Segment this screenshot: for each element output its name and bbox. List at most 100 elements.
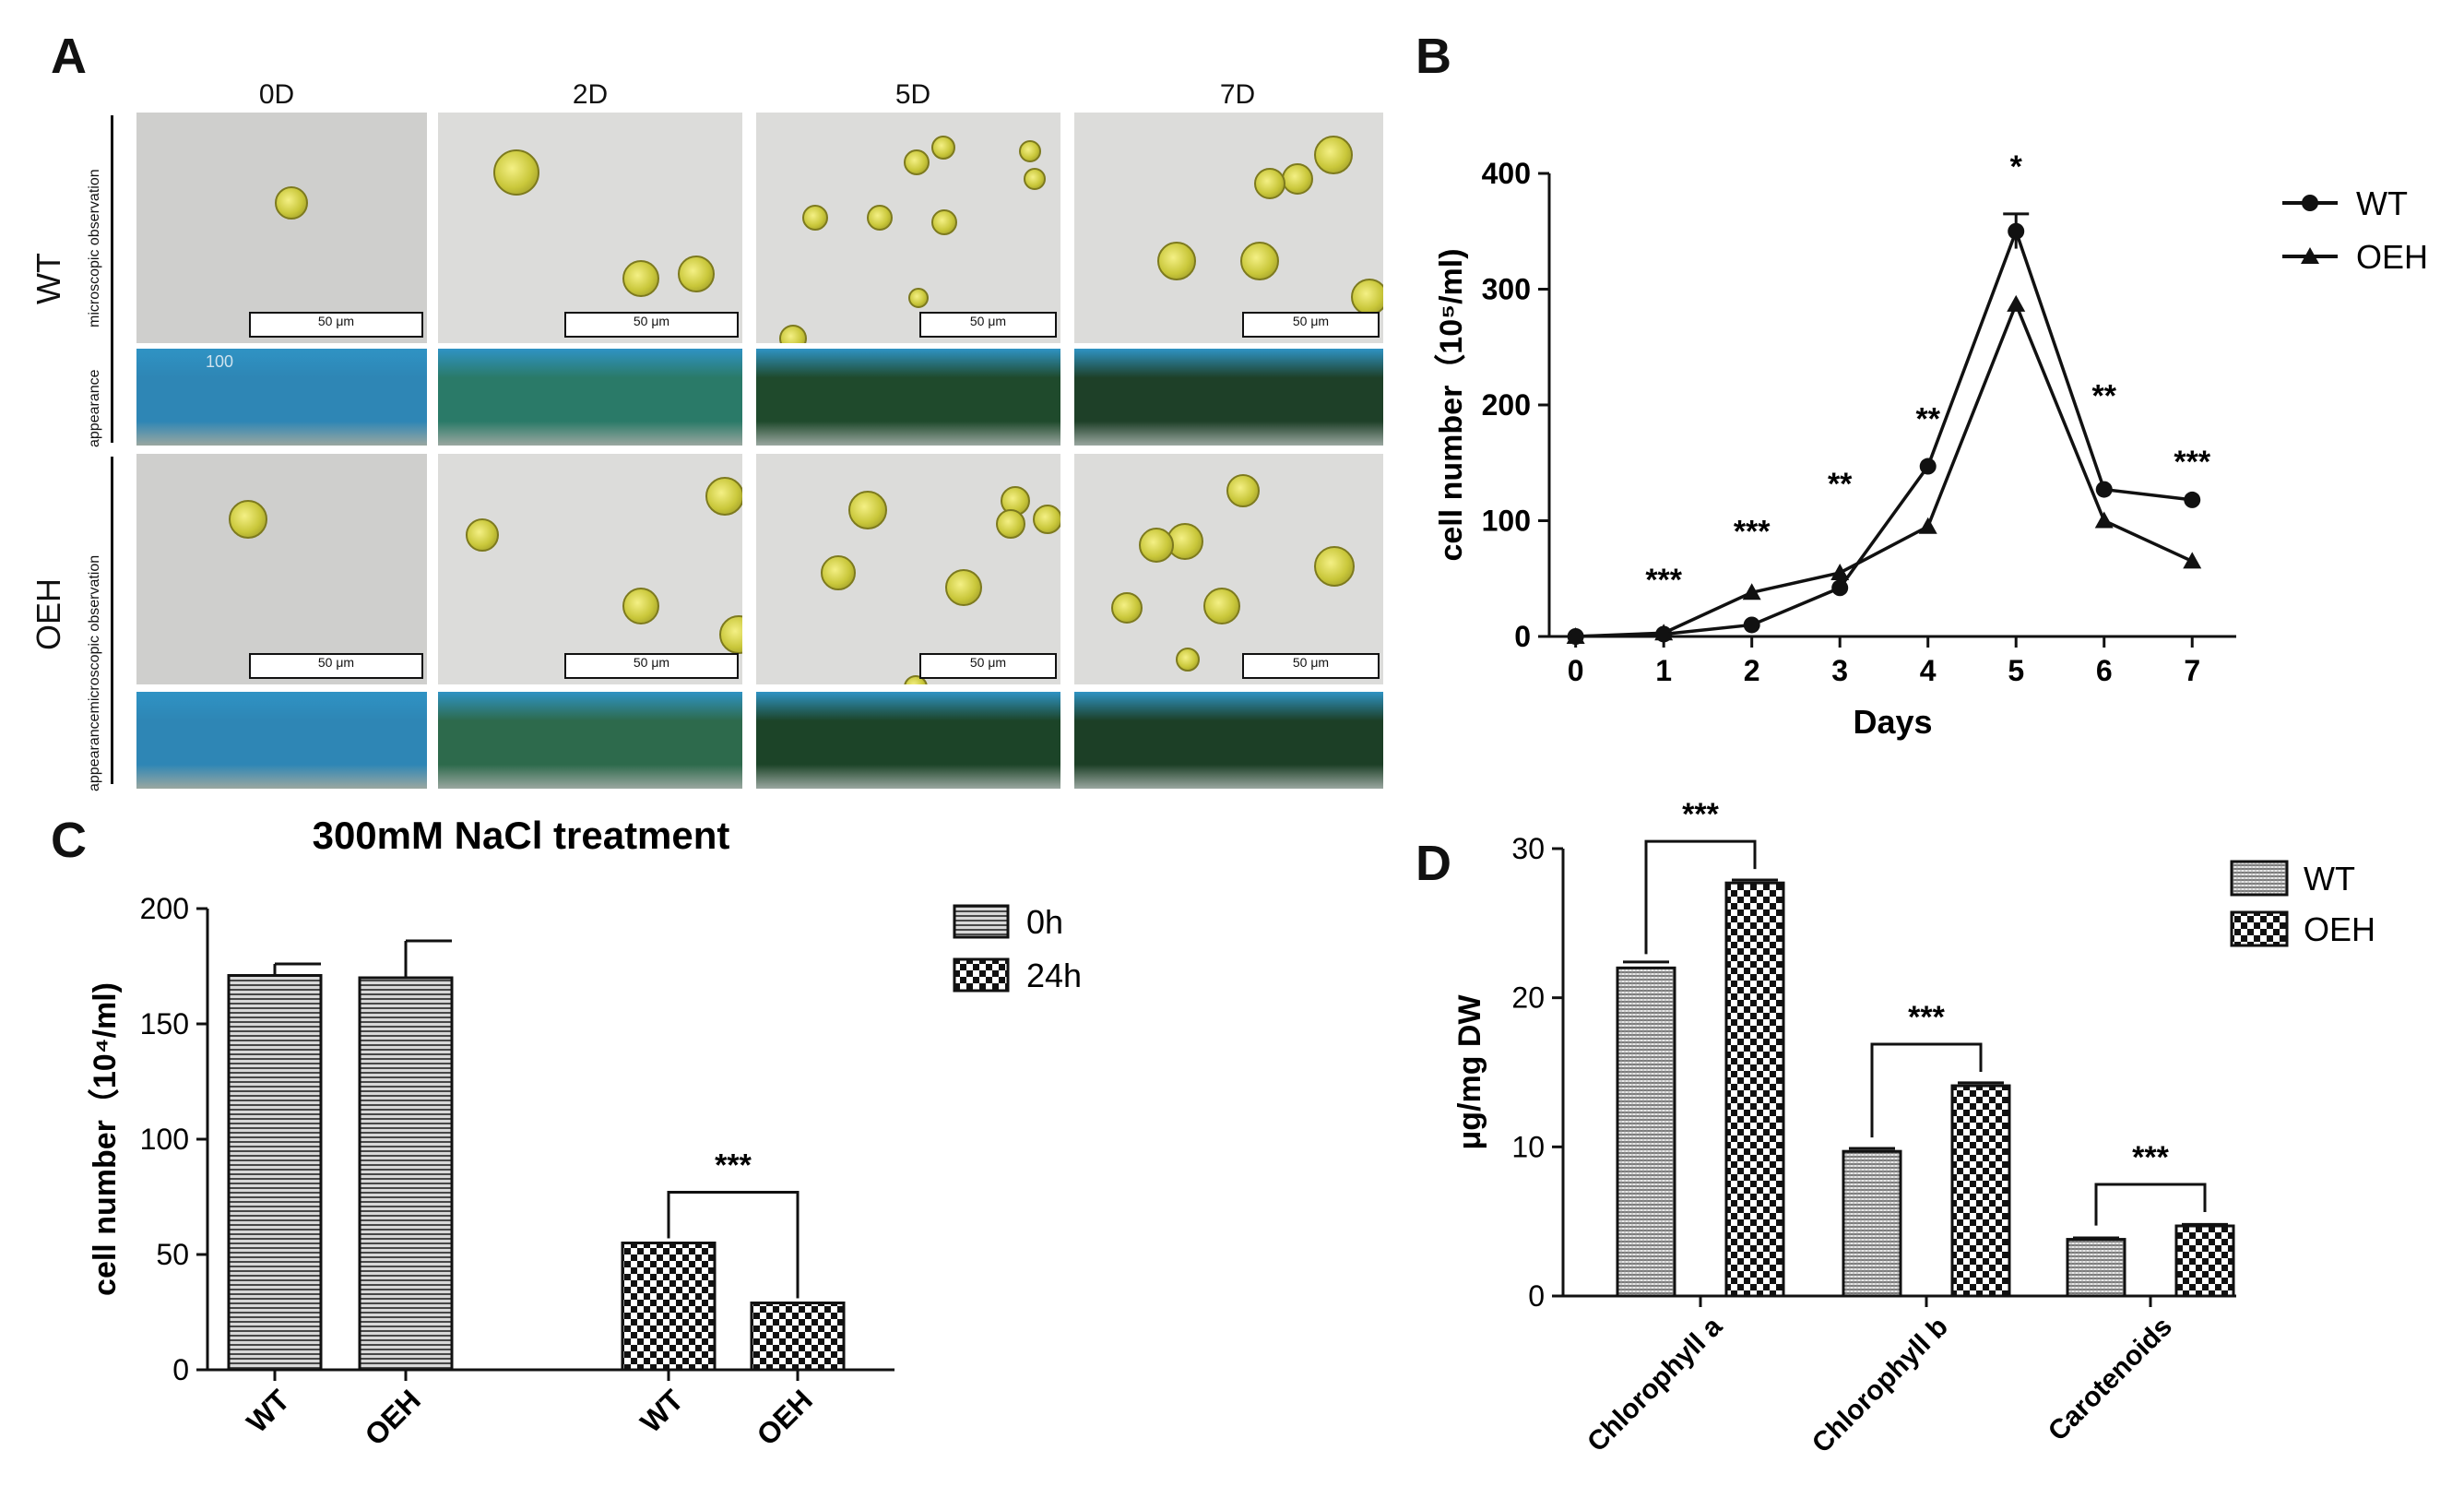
y-tick-label: 50 (156, 1238, 189, 1271)
significance-mark: *** (2174, 445, 2210, 480)
y-tick-label: 0 (1514, 620, 1531, 653)
algae-cell (908, 288, 929, 308)
x-tick-label: 0 (1568, 654, 1584, 687)
legend-label: 24h (1026, 957, 1082, 994)
x-tick-label: 4 (1920, 654, 1937, 687)
legend-label-wt: WT (2304, 860, 2355, 898)
culture-flask-oeh-5d (756, 692, 1060, 789)
algae-cell (493, 149, 539, 196)
significance-mark: *** (1645, 563, 1682, 598)
algae-cell (821, 555, 856, 590)
algae-cell (867, 205, 893, 231)
x-tick-label: WT (240, 1383, 296, 1439)
culture-flask-wt-7d (1074, 349, 1383, 446)
x-axis-label: Days (1853, 703, 1932, 741)
scale-bar: 50 μm (564, 653, 739, 679)
data-point-oeh (2007, 294, 2026, 312)
algae-cell (1139, 528, 1174, 563)
scale-bar: 50 μm (249, 312, 423, 338)
significance-mark: *** (1734, 514, 1771, 549)
legend-swatch (953, 957, 1010, 993)
y-tick-label: 200 (140, 892, 189, 925)
scale-bar: 50 μm (1242, 312, 1380, 338)
panel-label-a: A (51, 29, 87, 84)
legend-label-wt: WT (2356, 184, 2408, 222)
micrograph-wt-5d: 50 μm (756, 113, 1060, 343)
data-point-oeh (2183, 552, 2202, 569)
bar-wt (1616, 966, 1676, 1298)
micrograph-oeh-5d: 50 μm (756, 454, 1060, 684)
panel-label-b: B (1416, 29, 1451, 84)
algae-cell (1282, 163, 1313, 195)
x-tick-label: Carotenoids (2043, 1312, 2178, 1447)
algae-cell (779, 325, 807, 343)
algae-cell (1019, 140, 1041, 162)
significance-bracket (2094, 1183, 2207, 1226)
y-tick-label: 0 (1528, 1279, 1545, 1313)
scale-bar: 50 μm (564, 312, 739, 338)
y-tick-label: 100 (1482, 505, 1531, 538)
legend-swatch (2230, 910, 2289, 947)
scale-bar: 50 μm (919, 312, 1057, 338)
culture-flask-oeh-0d (136, 692, 427, 789)
algae-cell (931, 209, 957, 235)
algae-cell (678, 256, 715, 292)
data-point-oeh (1566, 627, 1585, 644)
algae-cell (1024, 168, 1046, 190)
algae-cell (275, 186, 308, 220)
algae-cell (996, 509, 1025, 539)
algae-cell (622, 588, 659, 624)
scale-bar: 50 μm (1242, 653, 1380, 679)
culture-flask-oeh-7d (1074, 692, 1383, 789)
column-label-7d: 7D (1219, 79, 1256, 110)
x-tick-label: Chlorophyll a (1581, 1311, 1728, 1457)
legend-swatch (2230, 860, 2289, 897)
bar-oeh (1724, 881, 1785, 1298)
algae-cell (848, 491, 887, 529)
legend-label-oeh: OEH (2356, 238, 2428, 276)
data-point-oeh (1830, 563, 1850, 580)
panel-label-c: C (51, 813, 87, 868)
x-tick-label: 6 (2096, 654, 2113, 687)
micrograph-wt-0d: 50 μm (136, 113, 427, 343)
data-point-oeh (2094, 511, 2114, 529)
algae-cell (1176, 648, 1200, 672)
data-point-wt (2184, 491, 2201, 508)
legend-swatch (953, 904, 1010, 939)
culture-flask-wt-0d: 100 (136, 349, 427, 446)
x-tick-label: 2 (1744, 654, 1760, 687)
panel-label-d: D (1416, 836, 1451, 891)
significance-mark: *** (1682, 797, 1719, 832)
bar (621, 1242, 717, 1372)
culture-flask-wt-5d (756, 349, 1060, 446)
data-point-oeh (1918, 517, 1937, 534)
algae-cell (705, 477, 742, 516)
bar-oeh (2174, 1224, 2235, 1298)
data-point-wt (1743, 616, 1760, 634)
y-tick-label: 0 (172, 1353, 189, 1386)
algae-cell (719, 615, 742, 654)
x-tick-label: 5 (2008, 654, 2024, 687)
x-tick-label: Chlorophyll b (1807, 1312, 1954, 1459)
y-tick-label: 100 (140, 1123, 189, 1156)
algae-cell (1033, 505, 1060, 534)
algae-cell (1226, 474, 1260, 507)
significance-mark: *** (1908, 1000, 1945, 1035)
scale-bar: 50 μm (919, 653, 1057, 679)
column-label-2d: 2D (572, 79, 609, 110)
algae-cell (904, 149, 930, 175)
y-axis-label: μg/mg DW (1452, 994, 1487, 1150)
legend-label-oeh: OEH (2304, 910, 2375, 948)
scale-bar: 50 μm (249, 653, 423, 679)
culture-flask-wt-2d (438, 349, 742, 446)
algae-cell (1254, 168, 1285, 199)
algae-cell (931, 136, 955, 160)
micrograph-oeh-7d: 50 μm (1074, 454, 1383, 684)
significance-mark: ** (1915, 402, 1940, 437)
y-axis-label: cell number（10⁴/ml) (87, 982, 123, 1296)
bar-wt (1842, 1149, 1902, 1298)
series-line-oeh (1575, 300, 2193, 638)
significance-bracket (1644, 839, 1757, 955)
row-divider-oeh (111, 457, 113, 784)
significance-mark: *** (715, 1148, 752, 1183)
